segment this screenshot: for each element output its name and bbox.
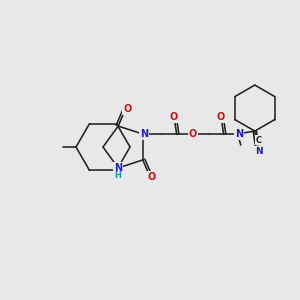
Text: N: N [114,163,122,173]
Text: O: O [217,112,225,122]
Text: O: O [189,129,197,139]
Text: N: N [255,147,262,156]
Text: O: O [170,112,178,122]
Text: N: N [235,129,243,139]
Text: H: H [114,171,121,180]
Text: C: C [256,136,262,145]
Text: O: O [123,104,131,114]
Text: O: O [148,172,156,182]
Text: N: N [140,129,148,139]
